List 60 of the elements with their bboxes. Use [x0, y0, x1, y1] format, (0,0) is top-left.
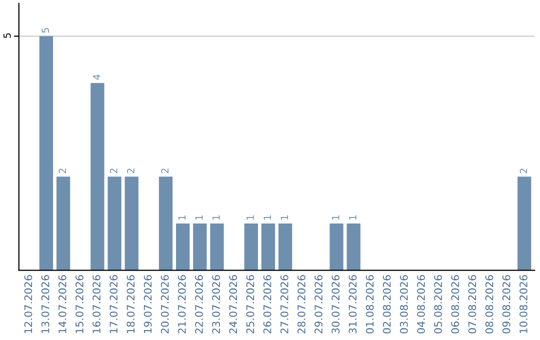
x-tick-label: 26.07.2026 [263, 275, 272, 334]
bar [108, 176, 122, 270]
x-tick-label: 07.08.2026 [468, 275, 476, 334]
x-tick-label: 31.07.2026 [348, 275, 357, 334]
x-tick-label: 06.08.2026 [451, 275, 460, 334]
data-label: 1 [196, 215, 203, 220]
bar [518, 176, 532, 270]
data-label: 1 [349, 215, 356, 220]
data-label: 1 [212, 215, 220, 220]
bar [346, 223, 360, 270]
x-tick-label: 28.07.2026 [298, 275, 306, 334]
x-tick-label: 08.08.2026 [485, 275, 494, 334]
x-tick-label: 03.08.2026 [400, 275, 408, 334]
x-tick-label: 30.07.2026 [332, 275, 340, 334]
data-label: 1 [178, 215, 186, 220]
x-tick-label: 02.08.2026 [382, 275, 391, 334]
data-label: 2 [58, 168, 66, 174]
bar [210, 223, 224, 270]
bar [278, 223, 292, 270]
x-tick-label: 05.08.2026 [434, 275, 442, 334]
bar [193, 223, 207, 270]
bar [124, 176, 138, 270]
x-tick-label: 27.07.2026 [280, 275, 288, 334]
x-tick-label: 18.07.2026 [126, 275, 135, 333]
x-tick-label: 14.07.2026 [58, 275, 66, 333]
x-tick-label: 13.07.2026 [41, 275, 50, 333]
data-label: 1 [280, 215, 288, 220]
x-tick-label: 22.07.2026 [195, 275, 203, 334]
data-label: 2 [110, 168, 118, 174]
x-tick-label: 23.07.2026 [212, 275, 220, 334]
x-tick-label: 21.07.2026 [178, 275, 186, 334]
x-tick-label: 04.08.2026 [417, 275, 425, 334]
data-label: 2 [161, 168, 168, 174]
bar [39, 36, 54, 270]
x-tick-label: 15.07.2026 [76, 275, 84, 333]
data-label: 1 [246, 215, 254, 220]
x-tick-label: 16.07.2026 [92, 275, 100, 333]
data-label: 2 [127, 168, 134, 174]
data-label: 1 [264, 215, 271, 220]
x-tick-label: 19.07.2026 [144, 275, 152, 333]
bar [261, 223, 276, 270]
data-label: 4 [93, 74, 100, 80]
x-tick-label: 10.08.2026 [520, 275, 528, 333]
x-tick-label: 20.07.2026 [160, 275, 169, 334]
bar [90, 83, 104, 270]
x-tick-label: 09.08.2026 [502, 275, 510, 334]
x-tick-label: 29.07.2026 [314, 275, 322, 334]
bar [244, 223, 258, 270]
bar [330, 223, 344, 270]
data-label: 1 [332, 215, 340, 220]
data-label: 5 [42, 28, 50, 33]
data-label: 2 [520, 168, 528, 174]
bar [176, 223, 190, 270]
x-tick-label: 25.07.2026 [246, 275, 254, 334]
x-tick-label: 12.07.2026 [24, 275, 32, 333]
x-tick-label: 17.07.2026 [110, 275, 118, 333]
bar [56, 176, 70, 270]
x-tick-label: 01.08.2026 [366, 275, 374, 334]
x-tick-label: 24.07.2026 [229, 275, 238, 334]
bar [158, 176, 173, 270]
